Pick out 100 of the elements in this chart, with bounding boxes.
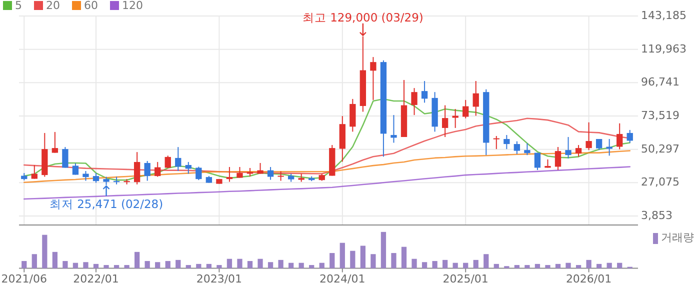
bar (165, 261, 170, 268)
bar (52, 252, 58, 268)
bar (268, 262, 274, 268)
candlestick (62, 146, 68, 168)
bar (380, 232, 386, 268)
x-tick-label: 2025/01 (442, 272, 488, 286)
legend-label: 5 (15, 0, 22, 12)
bar (186, 265, 191, 268)
bar (155, 262, 160, 268)
candlestick (31, 164, 38, 180)
y-tick-label: 50,297 (641, 142, 680, 156)
bar (534, 264, 540, 268)
candlestick (514, 140, 520, 155)
bar (360, 246, 366, 268)
bar (566, 262, 571, 268)
candlestick (154, 161, 161, 178)
bar (298, 262, 304, 268)
candlestick (504, 134, 510, 150)
candlestick (370, 56, 376, 100)
bar (452, 262, 458, 268)
candlestick (72, 162, 79, 176)
bar (370, 254, 376, 268)
bar (278, 260, 284, 268)
y-tick-label: 27,075 (641, 176, 680, 189)
bar (134, 252, 140, 268)
candlestick (164, 155, 171, 169)
bar (93, 264, 99, 268)
bar (350, 250, 356, 268)
candlestick (411, 88, 418, 116)
bar (463, 262, 468, 268)
candlestick (278, 170, 284, 182)
bar (237, 258, 242, 268)
bar (545, 265, 550, 268)
bar (42, 234, 48, 268)
candlestick (350, 98, 356, 132)
y-tick-label: 143,185 (641, 9, 686, 22)
bar (72, 262, 78, 268)
candlestick (92, 172, 100, 184)
candlestick (462, 99, 469, 119)
bar (330, 253, 335, 268)
bar (617, 262, 622, 268)
candlestick (565, 136, 572, 159)
bar (555, 264, 561, 268)
bar (319, 262, 324, 268)
bar (32, 254, 37, 268)
bar (576, 265, 582, 268)
bar (412, 258, 417, 268)
legend-label: 120 (122, 0, 143, 12)
candlestick (134, 152, 140, 185)
x-tick-label: 2026/01 (566, 272, 612, 286)
annotation: 최저 25,471 (02/28) (49, 196, 164, 211)
candlestick (267, 166, 274, 180)
bar (196, 264, 202, 268)
candlestick (606, 138, 612, 156)
line-series (23, 166, 631, 200)
bar (442, 260, 448, 268)
y-tick-label: 119,963 (641, 42, 686, 56)
x-tick-label: 2022/01 (73, 272, 119, 286)
candlestick (236, 166, 243, 178)
bar (22, 261, 27, 268)
bar (247, 261, 253, 268)
bar (473, 260, 478, 268)
candlestick (196, 166, 202, 181)
candlestick (524, 142, 530, 156)
bar (83, 262, 88, 268)
candlestick (52, 131, 58, 154)
x-tick-label: 2024/01 (320, 272, 366, 286)
bar (401, 246, 407, 268)
bar (524, 265, 530, 268)
candlestick (472, 80, 479, 116)
candlestick (586, 122, 592, 151)
legend-label: 거래량 (661, 231, 694, 244)
candlestick (626, 129, 633, 144)
bar (216, 265, 222, 268)
legend-label: 60 (84, 0, 98, 12)
candlestick (226, 166, 233, 182)
bar (114, 265, 120, 268)
bar (514, 265, 520, 268)
bar (596, 264, 602, 268)
bar (494, 264, 499, 268)
candlestick (575, 144, 582, 158)
bar (606, 262, 612, 268)
candlestick (442, 104, 448, 138)
bar (62, 261, 68, 268)
candlestick (390, 114, 397, 144)
bar (340, 242, 345, 268)
bar (206, 264, 212, 268)
x-tick-label: 2023/01 (196, 272, 242, 286)
candlestick (144, 160, 150, 182)
candlestick (452, 108, 458, 128)
candlestick (421, 80, 428, 104)
bar (226, 258, 232, 268)
candlestick (175, 146, 182, 172)
candlestick (596, 138, 602, 151)
bar (391, 253, 396, 268)
bar (309, 265, 314, 268)
x-tick-label: 2021/06 (1, 272, 47, 286)
bar (104, 265, 109, 268)
candlestick (534, 152, 541, 171)
candlestick (616, 122, 623, 150)
